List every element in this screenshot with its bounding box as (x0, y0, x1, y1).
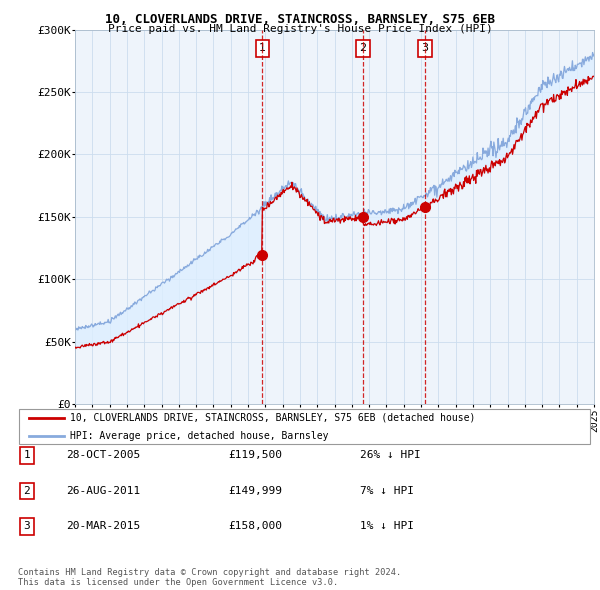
Text: 20-MAR-2015: 20-MAR-2015 (66, 522, 140, 531)
Text: 2: 2 (359, 43, 367, 53)
Text: 1% ↓ HPI: 1% ↓ HPI (360, 522, 414, 531)
Text: 7% ↓ HPI: 7% ↓ HPI (360, 486, 414, 496)
Text: £119,500: £119,500 (228, 451, 282, 460)
Text: This data is licensed under the Open Government Licence v3.0.: This data is licensed under the Open Gov… (18, 578, 338, 587)
Text: 10, CLOVERLANDS DRIVE, STAINCROSS, BARNSLEY, S75 6EB: 10, CLOVERLANDS DRIVE, STAINCROSS, BARNS… (105, 13, 495, 26)
Text: 2: 2 (23, 486, 31, 496)
Text: HPI: Average price, detached house, Barnsley: HPI: Average price, detached house, Barn… (70, 431, 328, 441)
Text: £149,999: £149,999 (228, 486, 282, 496)
Text: 10, CLOVERLANDS DRIVE, STAINCROSS, BARNSLEY, S75 6EB (detached house): 10, CLOVERLANDS DRIVE, STAINCROSS, BARNS… (70, 412, 475, 422)
Text: Contains HM Land Registry data © Crown copyright and database right 2024.: Contains HM Land Registry data © Crown c… (18, 568, 401, 576)
Text: 1: 1 (23, 451, 31, 460)
Text: 26% ↓ HPI: 26% ↓ HPI (360, 451, 421, 460)
Text: Price paid vs. HM Land Registry's House Price Index (HPI): Price paid vs. HM Land Registry's House … (107, 24, 493, 34)
Text: 3: 3 (23, 522, 31, 531)
Text: 1: 1 (259, 43, 266, 53)
Text: 28-OCT-2005: 28-OCT-2005 (66, 451, 140, 460)
Text: 3: 3 (421, 43, 428, 53)
Text: £158,000: £158,000 (228, 522, 282, 531)
FancyBboxPatch shape (19, 409, 590, 444)
Text: 26-AUG-2011: 26-AUG-2011 (66, 486, 140, 496)
